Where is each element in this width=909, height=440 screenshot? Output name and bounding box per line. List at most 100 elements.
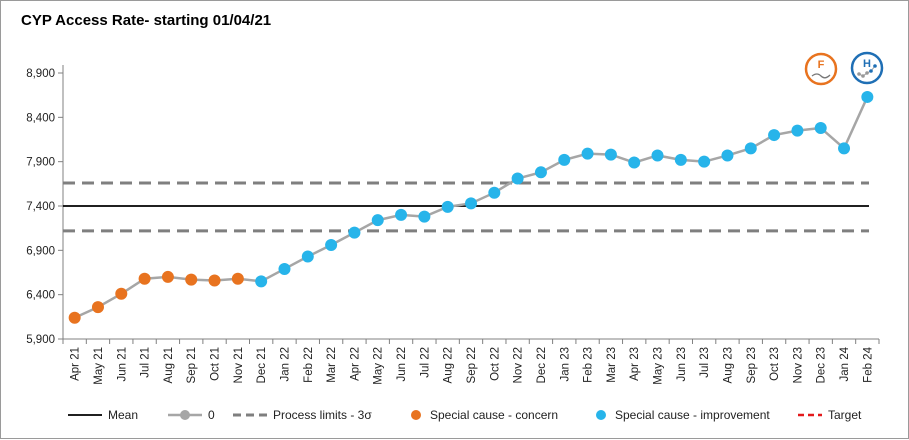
- legend-label: Target: [828, 408, 862, 422]
- legend-item-series: 0: [168, 408, 215, 422]
- x-tick-label: Dec 23: [816, 347, 828, 383]
- data-point-improvement: [278, 262, 291, 275]
- icon-trend-dot: [869, 69, 873, 73]
- x-tick-label: Jan 23: [559, 347, 571, 382]
- data-point-improvement: [441, 200, 454, 213]
- data-point-improvement: [395, 208, 408, 221]
- legend-item-mean: Mean: [68, 408, 138, 422]
- data-point-improvement: [558, 153, 571, 166]
- x-tick-label: Jun 23: [676, 347, 688, 382]
- icon-letter: H: [863, 58, 871, 70]
- icon-letter: F: [818, 59, 825, 71]
- y-tick-label: 6,900: [26, 245, 55, 257]
- data-point-improvement: [371, 214, 384, 227]
- x-axis: Apr 21 May 21 Jun 21 Jul 21 Aug 21 Sep 21 Oct …: [62, 338, 880, 385]
- legend-label: Mean: [108, 408, 138, 422]
- y-tick-label: 7,900: [26, 157, 55, 169]
- x-tick-label: Feb 24: [862, 346, 874, 382]
- legend-label: 0: [208, 408, 215, 422]
- chart-title: CYP Access Rate- starting 01/04/21: [21, 12, 271, 29]
- legend-item-improvement: Special cause - improvement: [596, 408, 770, 422]
- legend-swatch-marker: [411, 410, 421, 420]
- data-point-improvement: [534, 166, 547, 179]
- data-point-improvement: [465, 197, 477, 210]
- legend: Mean 0 Process limits - 3σ Special cause - …: [68, 408, 862, 422]
- legend-item-target: Target: [798, 408, 862, 422]
- data-point-concern: [231, 272, 244, 285]
- data-point-improvement: [721, 149, 734, 162]
- data-point-improvement: [744, 142, 757, 155]
- x-tick-label: Aug 22: [443, 347, 455, 383]
- data-point-concern: [91, 301, 104, 314]
- legend-label: Special cause - concern: [430, 408, 558, 422]
- x-tick-label: Nov 22: [513, 347, 525, 383]
- x-tick-label: May 23: [653, 347, 665, 385]
- data-point-improvement: [511, 172, 524, 185]
- data-point-improvement: [791, 124, 804, 137]
- x-tick-label: Aug 21: [163, 347, 175, 383]
- y-tick-label: 6,400: [26, 290, 55, 302]
- data-point-concern: [68, 311, 81, 324]
- data-point-improvement: [255, 275, 268, 288]
- y-tick-label: 7,400: [26, 201, 55, 213]
- x-tick-label: Dec 21: [256, 347, 268, 383]
- data-point-concern: [138, 272, 151, 285]
- data-point-concern: [161, 270, 174, 283]
- data-point-improvement: [674, 153, 687, 166]
- data-point-concern: [115, 287, 128, 300]
- x-tick-label: Aug 23: [722, 347, 734, 383]
- legend-item-concern: Special cause - concern: [411, 408, 558, 422]
- data-point-improvement: [861, 90, 874, 103]
- data-point-improvement: [814, 121, 827, 134]
- legend-label: Process limits - 3σ: [273, 408, 372, 422]
- y-tick-label: 8,900: [26, 68, 55, 80]
- data-point-improvement: [581, 147, 594, 160]
- data-point-concern: [208, 274, 221, 287]
- y-axis: 5,900 6,400 6,900 7,400 7,900 8,400 8,900: [26, 65, 64, 346]
- x-tick-label: Jan 24: [839, 346, 851, 381]
- reference-lines: [63, 181, 869, 233]
- x-tick-label: Apr 23: [629, 347, 641, 381]
- data-point-improvement: [768, 129, 781, 142]
- data-point-improvement: [488, 186, 501, 199]
- x-tick-label: Apr 21: [70, 347, 82, 381]
- x-tick-label: May 21: [93, 347, 105, 385]
- x-tick-label: Nov 21: [233, 347, 245, 383]
- data-point-improvement: [325, 239, 338, 252]
- data-point-improvement: [301, 250, 314, 263]
- x-tick-label: Oct 22: [489, 347, 501, 381]
- icon-trend-dot: [857, 72, 861, 76]
- x-tick-label: Oct 23: [769, 347, 781, 381]
- x-tick-label: Mar 22: [326, 347, 338, 383]
- legend-label: Special cause - improvement: [615, 408, 770, 422]
- data-point-improvement: [698, 155, 711, 168]
- x-tick-label: Sep 21: [186, 347, 198, 383]
- legend-item-limits: Process limits - 3σ: [233, 408, 372, 422]
- data-point-improvement: [418, 210, 431, 223]
- x-tick-label: May 22: [373, 347, 385, 385]
- data-point-improvement: [604, 148, 617, 161]
- x-tick-label: Apr 22: [349, 347, 361, 381]
- x-tick-label: Sep 22: [466, 347, 478, 383]
- data-point-improvement: [628, 156, 641, 169]
- y-tick-label: 8,400: [26, 112, 55, 124]
- data-point-improvement: [838, 142, 851, 155]
- plot-area: [68, 90, 874, 324]
- legend-swatch-marker: [596, 410, 606, 420]
- x-tick-label: Jun 21: [116, 347, 128, 382]
- assurance-fail-icon: F: [804, 52, 838, 86]
- x-tick-label: Jun 22: [396, 347, 408, 382]
- x-tick-label: Jan 22: [279, 347, 291, 382]
- x-tick-label: Jul 22: [419, 347, 431, 378]
- data-point-improvement: [348, 226, 361, 239]
- icon-trend-dot: [873, 64, 877, 68]
- icon-trend-dot: [865, 71, 869, 75]
- x-tick-label: Feb 22: [303, 347, 315, 383]
- legend-swatch-marker: [180, 410, 190, 420]
- x-tick-label: Jul 23: [699, 347, 711, 378]
- icon-wave: [811, 73, 831, 79]
- x-tick-label: Jul 21: [140, 347, 152, 378]
- x-tick-label: Oct 21: [210, 347, 222, 381]
